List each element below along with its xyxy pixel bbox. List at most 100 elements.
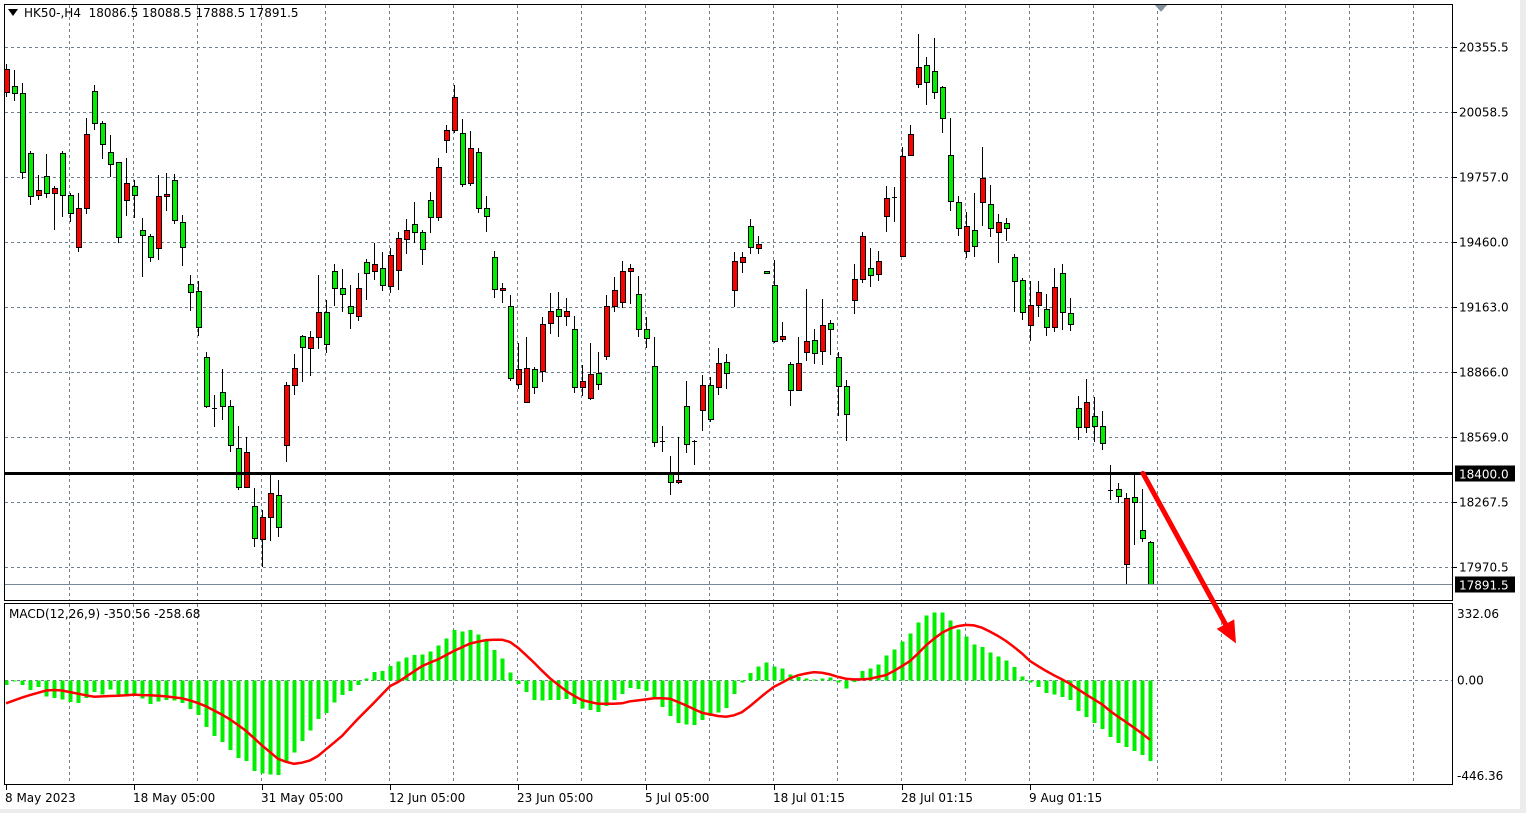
candle-body-down <box>492 257 498 290</box>
macd-histogram-bar <box>548 680 553 701</box>
candle-body-down <box>724 362 730 374</box>
candle <box>28 151 34 205</box>
candle <box>180 215 186 266</box>
macd-histogram-bar <box>180 680 185 704</box>
macd-histogram-bar <box>932 612 937 681</box>
candle-body-down <box>348 306 354 314</box>
macd-histogram-bar <box>564 680 569 699</box>
candle <box>660 426 665 452</box>
candle <box>1100 411 1106 450</box>
price-tick-label: 20058.5 <box>1459 106 1509 120</box>
candle-body-down <box>1068 313 1074 325</box>
candle <box>900 147 906 257</box>
macd-histogram-bar <box>620 680 625 694</box>
arrow-shaft[interactable] <box>1140 470 1228 627</box>
candle-body-up <box>468 148 474 184</box>
candle <box>740 252 746 273</box>
macd-histogram-bar <box>876 664 881 681</box>
macd-histogram-bar <box>1044 680 1049 693</box>
candle <box>964 212 970 258</box>
candle-body-down <box>108 152 114 165</box>
macd-histogram-bar <box>948 620 953 681</box>
macd-histogram-bar <box>372 672 377 681</box>
macd-histogram-bar <box>124 680 129 697</box>
candle <box>532 367 538 394</box>
candle <box>548 293 554 334</box>
price-tick-label: 18569.0 <box>1459 431 1509 445</box>
macd-histogram-bar <box>828 677 833 681</box>
candle <box>1076 396 1082 440</box>
macd-histogram-bar <box>1004 660 1009 681</box>
candle <box>92 85 98 130</box>
macd-histogram-bar <box>356 680 361 685</box>
candle-body-down <box>204 357 210 407</box>
candle-body-down <box>708 385 714 420</box>
macd-histogram-bar <box>140 680 145 699</box>
time-tick-label: 31 May 05:00 <box>261 791 343 805</box>
macd-histogram-bar <box>1028 680 1033 683</box>
candle-body-up <box>76 208 82 248</box>
candle <box>564 298 570 326</box>
candle <box>612 277 618 312</box>
candle-body-up <box>308 337 314 349</box>
macd-histogram-bar <box>508 672 513 681</box>
candle <box>4 64 10 97</box>
macd-histogram-bar <box>500 658 505 681</box>
chart-shift-marker-icon[interactable] <box>1155 5 1167 12</box>
macd-histogram-bar <box>308 680 313 731</box>
candle-body-down <box>68 195 74 214</box>
candle-body-up <box>452 97 458 131</box>
time-tick-label: 28 Jul 01:15 <box>901 791 973 805</box>
macd-histogram-bar <box>972 644 977 681</box>
macd-histogram-bar <box>900 641 905 681</box>
dropdown-triangle-icon[interactable] <box>8 9 18 16</box>
candle-body-down <box>1140 530 1146 539</box>
macd-label: MACD(12,26,9) -350.56 -258.68 <box>9 607 201 621</box>
candle-body-down <box>196 291 202 328</box>
candle-body-up <box>292 368 298 386</box>
candle-body-up <box>964 226 970 252</box>
macd-histogram-bar <box>540 680 545 701</box>
time-tick-label: 5 Jul 05:00 <box>645 791 709 805</box>
macd-histogram-bar <box>228 680 233 751</box>
candle <box>988 185 994 237</box>
candle-body-up <box>700 385 706 411</box>
candle <box>796 337 802 391</box>
macd-histogram-bar <box>940 612 945 681</box>
candle-body-down <box>188 284 194 293</box>
macd-histogram-bar <box>996 656 1001 681</box>
macd-histogram-bar <box>20 680 25 685</box>
macd-histogram-bar <box>164 680 169 701</box>
arrow-head-icon[interactable] <box>1216 619 1236 644</box>
symbol-timeframe: HK50-,H4 <box>24 6 81 20</box>
macd-histogram-bar <box>652 680 657 700</box>
candle <box>876 251 882 281</box>
macd-histogram-bar <box>580 680 585 709</box>
macd-histogram-bar <box>420 654 425 681</box>
candle-body-up <box>268 493 274 518</box>
candle-body-down <box>636 294 642 330</box>
macd-histogram-bar <box>172 680 177 701</box>
candle-body-down <box>772 285 778 342</box>
macd-histogram-bar <box>484 640 489 681</box>
candle-body-up <box>548 311 554 324</box>
price-tick-label: 20355.5 <box>1459 41 1509 55</box>
candle <box>380 252 386 291</box>
candle-body-down <box>1132 497 1138 503</box>
macd-histogram-bar <box>628 680 633 688</box>
macd-histogram-bar <box>660 680 665 708</box>
macd-histogram-bar <box>204 680 209 728</box>
macd-histogram-bar <box>1140 680 1145 756</box>
arrow-annotation[interactable] <box>1140 470 1236 644</box>
candle <box>1060 264 1066 330</box>
macd-histogram-bar <box>276 680 281 776</box>
candle <box>516 343 522 389</box>
candle-body-down <box>180 222 186 248</box>
candle-body-up <box>1036 292 1042 306</box>
candle <box>108 135 114 177</box>
macd-histogram-bar <box>468 630 473 681</box>
candle <box>300 335 306 382</box>
macd-histogram-bar <box>1124 680 1129 748</box>
level-price-label: 18400.0 <box>1459 467 1509 481</box>
